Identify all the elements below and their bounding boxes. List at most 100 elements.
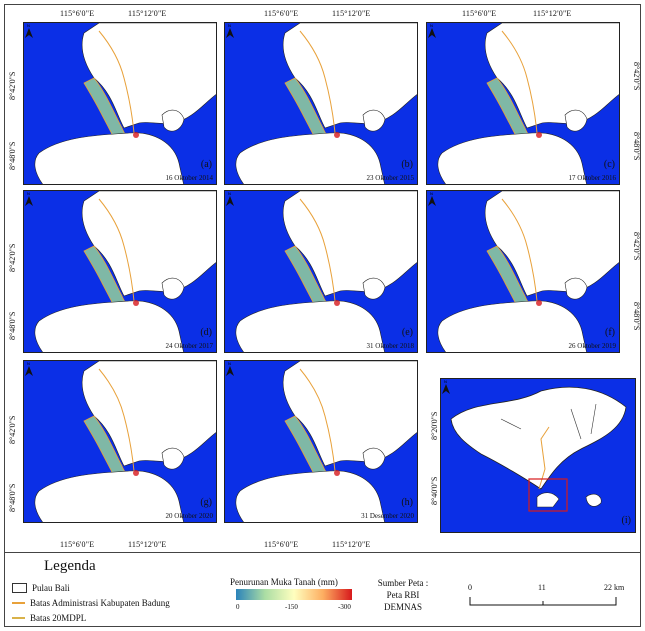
lon-label: 115°6'0"E (264, 9, 299, 18)
scale-tick: 22 km (604, 583, 625, 592)
lon-label: 115°12'0"E (128, 9, 167, 18)
lon-label: 115°6'0"E (60, 540, 95, 549)
scale-tick: 0 (468, 583, 472, 592)
map-panel: N (h) 31 Desember 2020 (224, 360, 418, 523)
lat-label: 8°48'0"S (632, 132, 641, 161)
legend-item-label: Pulau Bali (32, 583, 70, 593)
color-ramp (236, 589, 352, 600)
panel-date: 20 Oktober 2020 (165, 512, 213, 520)
lon-label: 115°6'0"E (264, 540, 299, 549)
scale-bar-graphic (469, 597, 617, 606)
legend-title: Legenda (44, 558, 96, 574)
lat-label: 8°40'0"S (430, 476, 439, 505)
svg-text:N: N (27, 361, 30, 366)
north-arrow-icon: N (25, 191, 33, 206)
panel-label: (a) (200, 159, 212, 170)
lat-label: 8°42'0"S (8, 243, 17, 272)
map-panel: N (c) 17 Oktober 2016 (426, 22, 620, 185)
lon-label: 115°12'0"E (128, 540, 167, 549)
legend-item-pulau-bali: Pulau Bali (12, 583, 70, 593)
panel-label: (i) (621, 515, 631, 526)
lat-label: 8°42'0"S (8, 71, 17, 100)
scale-bar: 0 11 22 km (468, 583, 628, 615)
ramp-tick: -300 (338, 603, 351, 611)
north-arrow-icon: N (226, 23, 234, 38)
north-arrow-icon: N (428, 191, 436, 206)
svg-text:N: N (27, 23, 30, 28)
ramp-title: Penurunan Muka Tanah (mm) (230, 577, 338, 587)
lat-label: 8°48'0"S (8, 483, 17, 512)
panel-date: 31 Desember 2020 (361, 512, 414, 520)
map-panel: N (f) 26 Oktober 2019 (426, 190, 620, 353)
lat-label: 8°42'0"S (632, 62, 641, 91)
svg-text:N: N (27, 191, 30, 196)
lon-label: 115°6'0"E (60, 9, 95, 18)
svg-text:N: N (430, 23, 433, 28)
lat-label: 8°20'0"S (430, 411, 439, 440)
map-graphic (34, 191, 216, 352)
svg-text:N: N (228, 23, 231, 28)
panel-date: 24 Oktober 2017 (165, 342, 213, 350)
legend-item-label: Batas Administrasi Kabupaten Badung (30, 598, 170, 608)
svg-text:N: N (444, 379, 447, 384)
map-panel: N (g) 20 Oktober 2020 (23, 360, 217, 523)
map-graphic (235, 191, 417, 352)
map-graphic (235, 23, 417, 184)
lat-label: 8°48'0"S (632, 302, 641, 331)
map-graphic (235, 361, 417, 522)
lat-label: 8°42'0"S (632, 232, 641, 261)
svg-text:N: N (430, 191, 433, 196)
north-arrow-icon: N (428, 23, 436, 38)
legend-item-label: Batas 20MDPL (30, 613, 87, 623)
lon-label: 115°12'0"E (332, 9, 371, 18)
north-arrow-icon: N (25, 23, 33, 38)
map-panel: N (e) 31 Oktober 2018 (224, 190, 418, 353)
legend: Legenda Pulau Bali Batas Administrasi Ka… (4, 552, 641, 628)
line-swatch-icon (12, 602, 25, 604)
map-graphic (437, 191, 619, 352)
panel-label: (f) (605, 327, 615, 338)
bali-island-graphic (450, 386, 627, 512)
lat-label: 8°48'0"S (8, 311, 17, 340)
north-arrow-icon: N (226, 191, 234, 206)
panel-label: (e) (401, 327, 413, 338)
north-arrow-icon: N (226, 361, 234, 376)
source-line: Peta RBI (386, 590, 420, 600)
map-panel: N (d) 24 Oktober 2017 (23, 190, 217, 353)
ramp-tick: -150 (285, 603, 298, 611)
lat-label: 8°42'0"S (8, 415, 17, 444)
line-swatch-icon (12, 617, 25, 619)
box-swatch-icon (12, 583, 27, 593)
svg-text:N: N (228, 361, 231, 366)
panel-label: (d) (200, 327, 212, 338)
lon-label: 115°6'0"E (462, 9, 497, 18)
ramp-tick: 0 (236, 603, 240, 611)
panel-date: 17 Oktober 2016 (568, 174, 616, 182)
panel-label: (h) (401, 497, 413, 508)
inset-map-panel: N (i) (440, 378, 636, 533)
panel-label: (c) (603, 159, 615, 170)
map-frame (4, 4, 641, 627)
north-arrow-icon: N (25, 361, 33, 376)
lon-label: 115°12'0"E (332, 540, 371, 549)
legend-item-batas-admin: Batas Administrasi Kabupaten Badung (12, 598, 170, 608)
source-line: DEMNAS (383, 602, 422, 612)
panel-date: 31 Oktober 2018 (366, 342, 414, 350)
lon-label: 115°12'0"E (533, 9, 572, 18)
lat-label: 8°48'0"S (8, 141, 17, 170)
map-graphic (34, 23, 216, 184)
panel-date: 23 Oktober 2015 (366, 174, 414, 182)
north-arrow-icon: N (442, 379, 450, 394)
svg-text:N: N (228, 191, 231, 196)
panel-date: 26 Oktober 2019 (568, 342, 616, 350)
panel-label: (b) (401, 159, 413, 170)
panel-label: (g) (200, 497, 212, 508)
scale-tick: 11 (538, 583, 546, 592)
map-panel: N (a) 16 Oktober 2014 (23, 22, 217, 185)
map-source: Sumber Peta : Peta RBI DEMNAS (372, 577, 434, 613)
map-graphic (437, 23, 619, 184)
map-panel: N (b) 23 Oktober 2015 (224, 22, 418, 185)
source-line: Sumber Peta : (377, 578, 429, 588)
map-graphic (34, 361, 216, 522)
legend-item-batas-mdpl: Batas 20MDPL (12, 613, 86, 623)
